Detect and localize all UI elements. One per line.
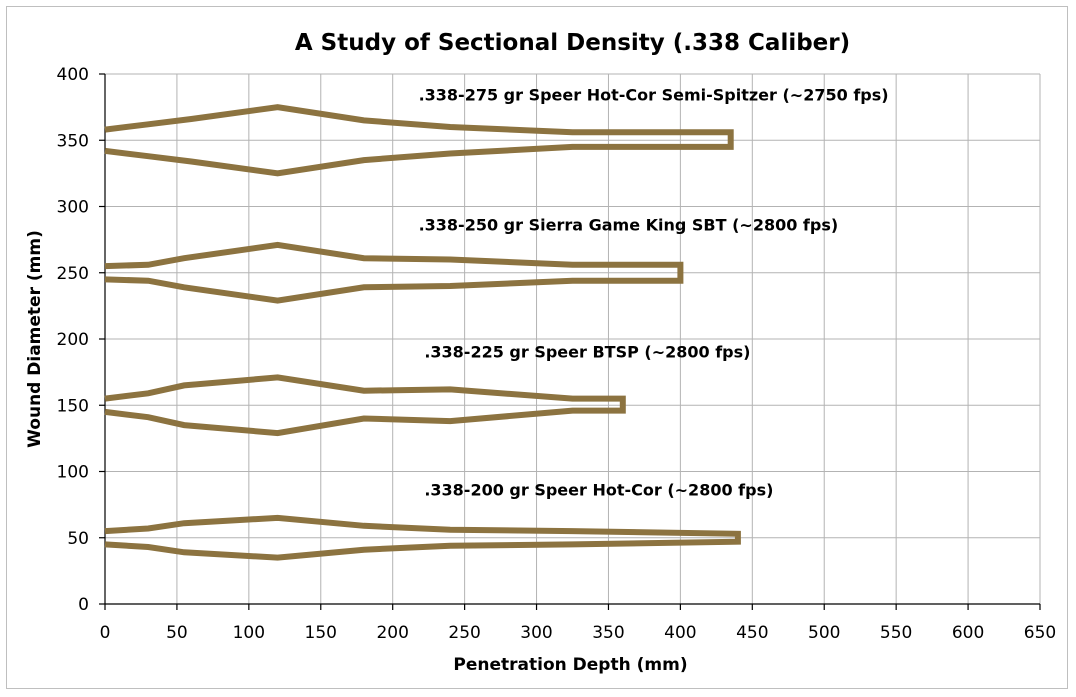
series-label-3: .338-225 gr Speer BTSP (~2800 fps) xyxy=(424,343,750,362)
x-tick-label: 550 xyxy=(880,623,912,643)
series-labels: .338-275 gr Speer Hot-Cor Semi-Spitzer (… xyxy=(419,86,889,500)
x-tick-label: 450 xyxy=(736,623,768,643)
series-outline-4 xyxy=(104,514,741,561)
x-tick-label: 0 xyxy=(100,623,111,643)
y-tick-label: 350 xyxy=(57,131,89,151)
y-axis-title: Wound Diameter (mm) xyxy=(25,230,45,448)
series-outline-3 xyxy=(104,374,626,437)
x-tick-label: 350 xyxy=(592,623,624,643)
series-label-2: .338-250 gr Sierra Game King SBT (~2800 … xyxy=(419,215,839,234)
y-tick-label: 400 xyxy=(57,65,89,85)
x-tick-label: 300 xyxy=(520,623,552,643)
series-outline-2 xyxy=(104,241,684,304)
grid-lines xyxy=(105,73,1041,604)
series-label-1: .338-275 gr Speer Hot-Cor Semi-Spitzer (… xyxy=(419,86,889,105)
y-tick-label: 300 xyxy=(57,198,89,218)
x-tick-label: 100 xyxy=(233,623,265,643)
x-tick-label: 200 xyxy=(376,623,408,643)
x-tick-label: 250 xyxy=(448,623,480,643)
y-tick-label: 0 xyxy=(78,595,89,615)
chart-title: A Study of Sectional Density (.338 Calib… xyxy=(295,30,850,56)
x-axis-title: Penetration Depth (mm) xyxy=(453,655,687,675)
y-tick-label: 250 xyxy=(57,264,89,284)
x-tick-label: 600 xyxy=(952,623,984,643)
y-tick-label: 100 xyxy=(57,463,89,483)
x-tick-label: 400 xyxy=(664,623,696,643)
y-tick-label: 50 xyxy=(67,529,89,549)
y-tick-label: 150 xyxy=(57,396,89,416)
series-label-4: .338-200 gr Speer Hot-Cor (~2800 fps) xyxy=(424,480,773,499)
series-group xyxy=(104,104,741,561)
x-tick-label: 500 xyxy=(808,623,840,643)
x-tick-label: 150 xyxy=(305,623,337,643)
x-tick-label: 650 xyxy=(1024,623,1056,643)
x-tick-label: 50 xyxy=(166,623,188,643)
series-outline-1 xyxy=(104,104,734,177)
y-tick-label: 200 xyxy=(57,330,89,350)
axes: 0 50 100 150 200 250 300 350 400 450 500 550 600 650 0… xyxy=(57,65,1057,643)
